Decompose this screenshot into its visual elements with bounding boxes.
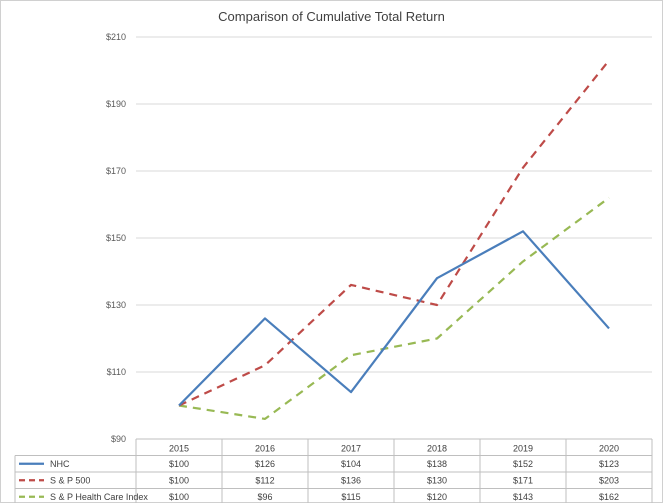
table-cell-s-p-500-2020: $203 (599, 475, 619, 485)
series-name-s-p-health-care-index: S & P Health Care Index (50, 492, 148, 502)
y-tick-label-190: $190 (106, 99, 126, 109)
table-cell-nhc-2020: $123 (599, 459, 619, 469)
y-tick-label-170: $170 (106, 166, 126, 176)
y-tick-label-210: $210 (106, 32, 126, 42)
y-tick-label-90: $90 (111, 434, 126, 444)
x-category-label-2020: 2020 (599, 444, 619, 454)
y-tick-label-110: $110 (107, 367, 126, 377)
table-cell-nhc-2017: $104 (341, 459, 361, 469)
series-line-s-p-500 (178, 59, 610, 407)
table-cell-s-p-health-care-index-2017: $115 (341, 492, 360, 502)
chart-title: Comparison of Cumulative Total Return (218, 9, 445, 24)
table-cell-s-p-health-care-index-2015: $100 (169, 492, 189, 502)
table-cell-s-p-health-care-index-2016: $96 (257, 492, 272, 502)
x-category-label-2018: 2018 (427, 444, 447, 454)
x-category-label-2015: 2015 (169, 444, 189, 454)
table-cell-nhc-2015: $100 (169, 459, 189, 469)
table-cell-nhc-2018: $138 (427, 459, 447, 469)
x-category-label-2016: 2016 (255, 444, 275, 454)
x-category-label-2019: 2019 (513, 444, 533, 454)
table-cell-nhc-2019: $152 (513, 459, 533, 469)
table-cell-s-p-500-2019: $171 (513, 475, 533, 485)
y-tick-label-130: $130 (106, 300, 126, 310)
series-line-nhc (178, 230, 610, 407)
table-cell-s-p-500-2017: $136 (341, 475, 361, 485)
series-name-nhc: NHC (50, 459, 70, 469)
table-cell-s-p-500-2018: $130 (427, 475, 447, 485)
series-name-s-p-500: S & P 500 (50, 475, 90, 485)
table-cell-s-p-health-care-index-2018: $120 (427, 492, 447, 502)
table-cell-s-p-health-care-index-2020: $162 (599, 492, 619, 502)
table-cell-nhc-2016: $126 (255, 459, 275, 469)
series-line-s-p-health-care-index (178, 196, 610, 420)
x-category-label-2017: 2017 (341, 444, 361, 454)
table-cell-s-p-500-2016: $112 (255, 475, 274, 485)
y-tick-label-150: $150 (106, 233, 126, 243)
table-cell-s-p-500-2015: $100 (169, 475, 189, 485)
table-cell-s-p-health-care-index-2019: $143 (513, 492, 533, 502)
